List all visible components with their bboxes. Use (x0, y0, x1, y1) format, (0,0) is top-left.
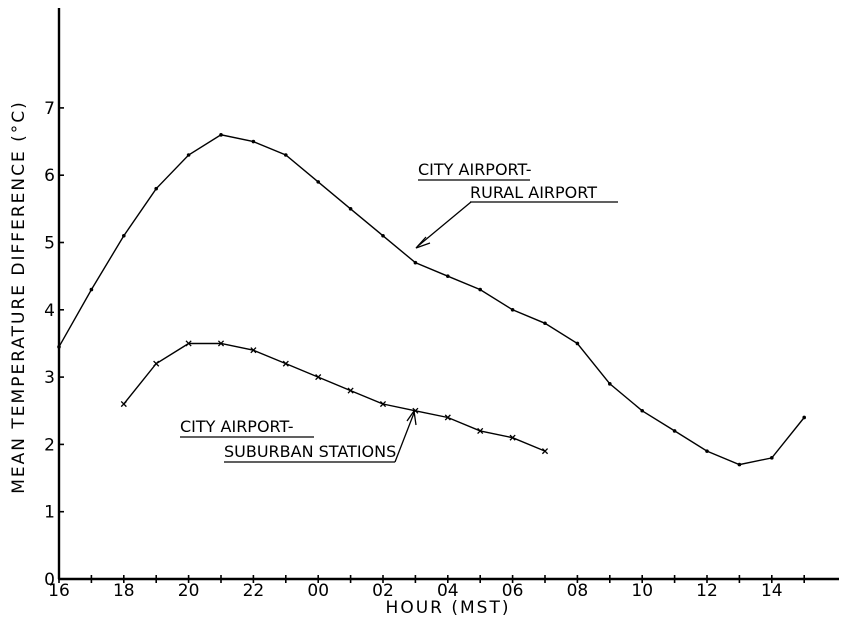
series-1-point-07 (541, 448, 549, 455)
series-1-point-06 (509, 434, 516, 441)
annotation-suburban-line1: CITY AIRPORT- (180, 417, 294, 436)
x-tick-label-18: 18 (113, 581, 135, 601)
y-tick-label-3: 3 (44, 368, 55, 388)
x-tick-label-16: 16 (48, 581, 70, 601)
series-0-point-17 (89, 287, 94, 292)
series-1-point-22 (250, 347, 257, 354)
series-line-0 (58, 134, 805, 466)
series-0-point-08 (575, 341, 580, 346)
x-tick-label-08: 08 (567, 581, 589, 601)
series-0-point-19 (154, 186, 158, 191)
x-tick-label-10: 10 (631, 581, 653, 601)
x-tick-label-06: 06 (502, 581, 524, 601)
series-1-point-21 (217, 340, 225, 347)
annotation-rural-leader (417, 201, 472, 247)
series-1-point-20 (185, 340, 192, 347)
series-0-point-07 (543, 321, 547, 326)
series-0-point-03 (413, 260, 418, 265)
series-1-point-01 (347, 387, 354, 394)
series-0-point-06 (510, 308, 515, 312)
y-ticks: 0 1 2 3 4 5 6 7 (44, 99, 64, 590)
annotation-rural: CITY AIRPORT- RURAL AIRPORT (415, 160, 618, 249)
series-1-point-04 (444, 414, 451, 421)
y-tick-label-5: 5 (44, 234, 55, 254)
series-0-point-13 (737, 462, 742, 467)
series-layer (57, 133, 806, 467)
series-0-point-02 (381, 233, 385, 238)
annotation-rural-line1: CITY AIRPORT- (418, 160, 532, 179)
series-1-point-23 (282, 360, 289, 367)
series-0-point-22 (251, 139, 256, 144)
series-0-point-15 (802, 415, 806, 420)
series-1-point-00 (315, 374, 322, 381)
series-0-point-23 (284, 153, 288, 157)
series-1-point-05 (477, 427, 484, 434)
series-0-point-04 (446, 274, 450, 278)
series-0-point-00 (316, 180, 321, 184)
y-tick-label-1: 1 (44, 503, 55, 523)
x-ticks: 16 18 20 22 00 02 04 06 08 10 12 14 (48, 575, 806, 601)
series-0-point-21 (219, 133, 223, 137)
y-tick-label-2: 2 (44, 435, 55, 455)
series-0-point-09 (608, 382, 612, 386)
x-tick-label-04: 04 (437, 581, 459, 601)
y-tick-label-7: 7 (44, 99, 55, 119)
series-1-point-02 (379, 400, 387, 408)
series-0-point-10 (640, 408, 644, 413)
axes (57, 8, 839, 581)
y-axis-title: MEAN TEMPERATURE DIFFERENCE (°C) (9, 100, 29, 493)
series-0-point-05 (478, 287, 483, 292)
annotation-suburban: CITY AIRPORT- SUBURBAN STATIONS (180, 409, 417, 463)
series-0-point-14 (770, 456, 774, 460)
x-tick-label-14: 14 (761, 581, 783, 601)
x-tick-label-22: 22 (243, 581, 265, 601)
series-0-point-18 (122, 233, 126, 238)
series-0-point-20 (186, 153, 191, 157)
x-axis-title: HOUR (MST) (386, 598, 511, 618)
annotation-rural-line2: RURAL AIRPORT (470, 183, 597, 202)
annotation-suburban-leader (394, 412, 415, 463)
y-tick-label-4: 4 (44, 301, 55, 321)
series-1-point-19 (153, 360, 160, 367)
x-tick-label-12: 12 (696, 581, 718, 601)
series-0-point-01 (348, 207, 353, 211)
x-tick-label-20: 20 (178, 581, 200, 601)
series-0-point-12 (705, 449, 709, 453)
series-line-1 (123, 342, 546, 452)
y-tick-label-0: 0 (44, 570, 55, 590)
series-1-point-18 (120, 400, 127, 408)
x-tick-label-00: 00 (307, 581, 329, 601)
series-0-point-16 (57, 345, 61, 349)
annotation-suburban-arrowhead (406, 409, 417, 426)
y-tick-label-6: 6 (44, 166, 55, 186)
x-tick-label-02: 02 (372, 581, 394, 601)
annotation-suburban-line2: SUBURBAN STATIONS (224, 442, 396, 461)
series-0-point-11 (672, 429, 677, 433)
annotation-rural-arrowhead (415, 236, 431, 249)
